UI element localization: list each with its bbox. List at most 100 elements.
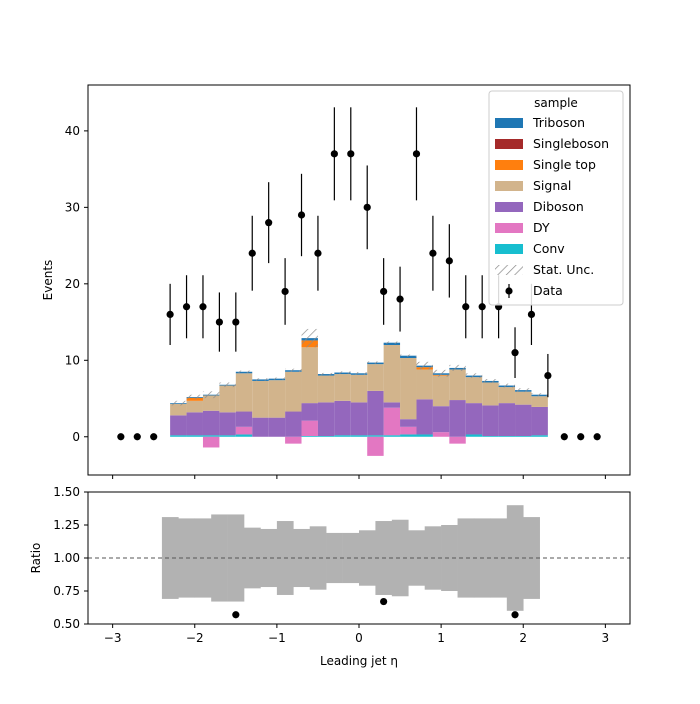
data-point: [511, 349, 519, 357]
bar-signal: [416, 369, 433, 400]
bar-signal: [498, 387, 516, 404]
ratio-y-tick-label: 1.25: [53, 518, 80, 532]
bar-dy: [383, 407, 401, 436]
ratio-unc-band: [161, 505, 540, 611]
stat-unc-hatch: [416, 361, 433, 370]
bar-signal: [285, 371, 302, 412]
ratio-band-bin: [260, 528, 278, 588]
stat-unc-hatch: [465, 373, 483, 378]
bar-conv: [367, 435, 384, 437]
data-point: [281, 287, 289, 296]
ratio-y-tick-label: 0.50: [53, 617, 80, 631]
bar-diboson: [170, 415, 187, 436]
bar-signal: [515, 391, 532, 405]
stat-unc-hatch: [498, 383, 516, 388]
stat-unc-hatch: [202, 391, 220, 399]
bar-signal: [367, 364, 384, 391]
bar-dy: [235, 426, 253, 435]
legend-entries: Triboson Singleboson Single top Signal Dibos…: [495, 115, 609, 298]
bar-signal: [383, 345, 401, 403]
data-point: [232, 318, 240, 326]
legend-label: Singleboson: [533, 136, 609, 151]
main-y-tick-label: 30: [65, 200, 80, 214]
ratio-band-bin: [309, 526, 327, 590]
data-point: [577, 433, 585, 441]
data-point: [215, 318, 223, 326]
bar-diboson: [383, 402, 401, 408]
bar-signal: [449, 369, 466, 401]
bar-conv: [350, 435, 368, 437]
stat-unc-hatch: [301, 328, 318, 348]
x-tick-label: −1: [268, 631, 286, 645]
bar-diboson: [334, 400, 351, 436]
stat-unc-hatch: [285, 368, 302, 372]
bar-signal: [334, 374, 351, 401]
data-point: [462, 303, 470, 311]
x-tick-label: 1: [437, 631, 445, 645]
bar-dy: [432, 432, 450, 437]
ratio-band-bin: [408, 530, 425, 586]
main-x-ticks: [112, 475, 606, 479]
bar-dy: [449, 436, 466, 444]
ratio-y-tick-label: 0.75: [53, 584, 80, 598]
main-y-tick-label: 0: [72, 430, 80, 444]
bar-diboson: [285, 411, 302, 437]
ratio-points: [232, 597, 519, 619]
bar-diboson: [268, 417, 286, 437]
ratio-plot-panel: 0.50 0.75 1.00 1.25 1.50 −3 −2 −1 0 1 2 3 Ratio Le…: [29, 485, 631, 668]
data-point: [478, 303, 486, 311]
main-y-ticks: 0 10 20 30 40: [65, 124, 88, 444]
bar-diboson: [432, 406, 450, 433]
bar-conv: [482, 436, 499, 437]
data-point: [314, 249, 322, 257]
x-tick-label: 3: [602, 631, 610, 645]
bar-signal: [219, 385, 236, 413]
data-point: [347, 150, 355, 158]
data-point: [363, 203, 371, 211]
ratio-y-ticks: 0.50 0.75 1.00 1.25 1.50: [53, 485, 88, 631]
bar-signal: [252, 380, 269, 418]
stat-unc-hatch: [449, 364, 466, 371]
ratio-band-bin: [391, 519, 409, 597]
bar-diboson: [400, 419, 417, 427]
stat-unc-hatch: [334, 371, 351, 374]
data-points: [117, 107, 601, 441]
main-y-tick-label: 40: [65, 124, 80, 138]
bar-diboson: [498, 403, 516, 436]
ratio-y-axis-label: Ratio: [29, 543, 43, 574]
stat-unc-hatch: [170, 400, 187, 406]
data-point: [150, 433, 158, 441]
stat-unc-hatch: [317, 372, 335, 376]
legend-swatch: [495, 223, 523, 233]
bar-signal: [170, 403, 187, 416]
bar-conv: [219, 435, 236, 437]
legend-label: Single top: [533, 157, 596, 172]
legend-swatch: [495, 202, 523, 212]
data-point: [445, 257, 453, 265]
bar-signal: [317, 375, 335, 403]
data-point: [297, 211, 306, 219]
data-point: [429, 249, 437, 257]
bar-signal: [482, 382, 499, 406]
bar-diboson: [219, 412, 236, 436]
bar-conv: [416, 434, 433, 437]
bar-conv: [400, 434, 417, 437]
stat-unc-hatch: [219, 382, 236, 388]
bar-signal: [531, 396, 548, 407]
stat-unc-hatch: [383, 341, 401, 344]
bar-conv: [235, 434, 253, 437]
legend-swatch: [495, 118, 523, 128]
legend-swatch: [495, 160, 523, 170]
data-point: [199, 303, 207, 311]
data-point: [133, 433, 141, 441]
bar-signal: [268, 380, 286, 418]
bar-diboson: [465, 403, 483, 435]
data-point: [166, 310, 174, 319]
bar-conv: [515, 436, 532, 437]
bar-dy: [400, 426, 417, 435]
stat-unc-hatch: [367, 361, 384, 364]
legend: sample Triboson Singleboson Single top Sign…: [488, 90, 624, 306]
legend-title: sample: [534, 96, 578, 110]
